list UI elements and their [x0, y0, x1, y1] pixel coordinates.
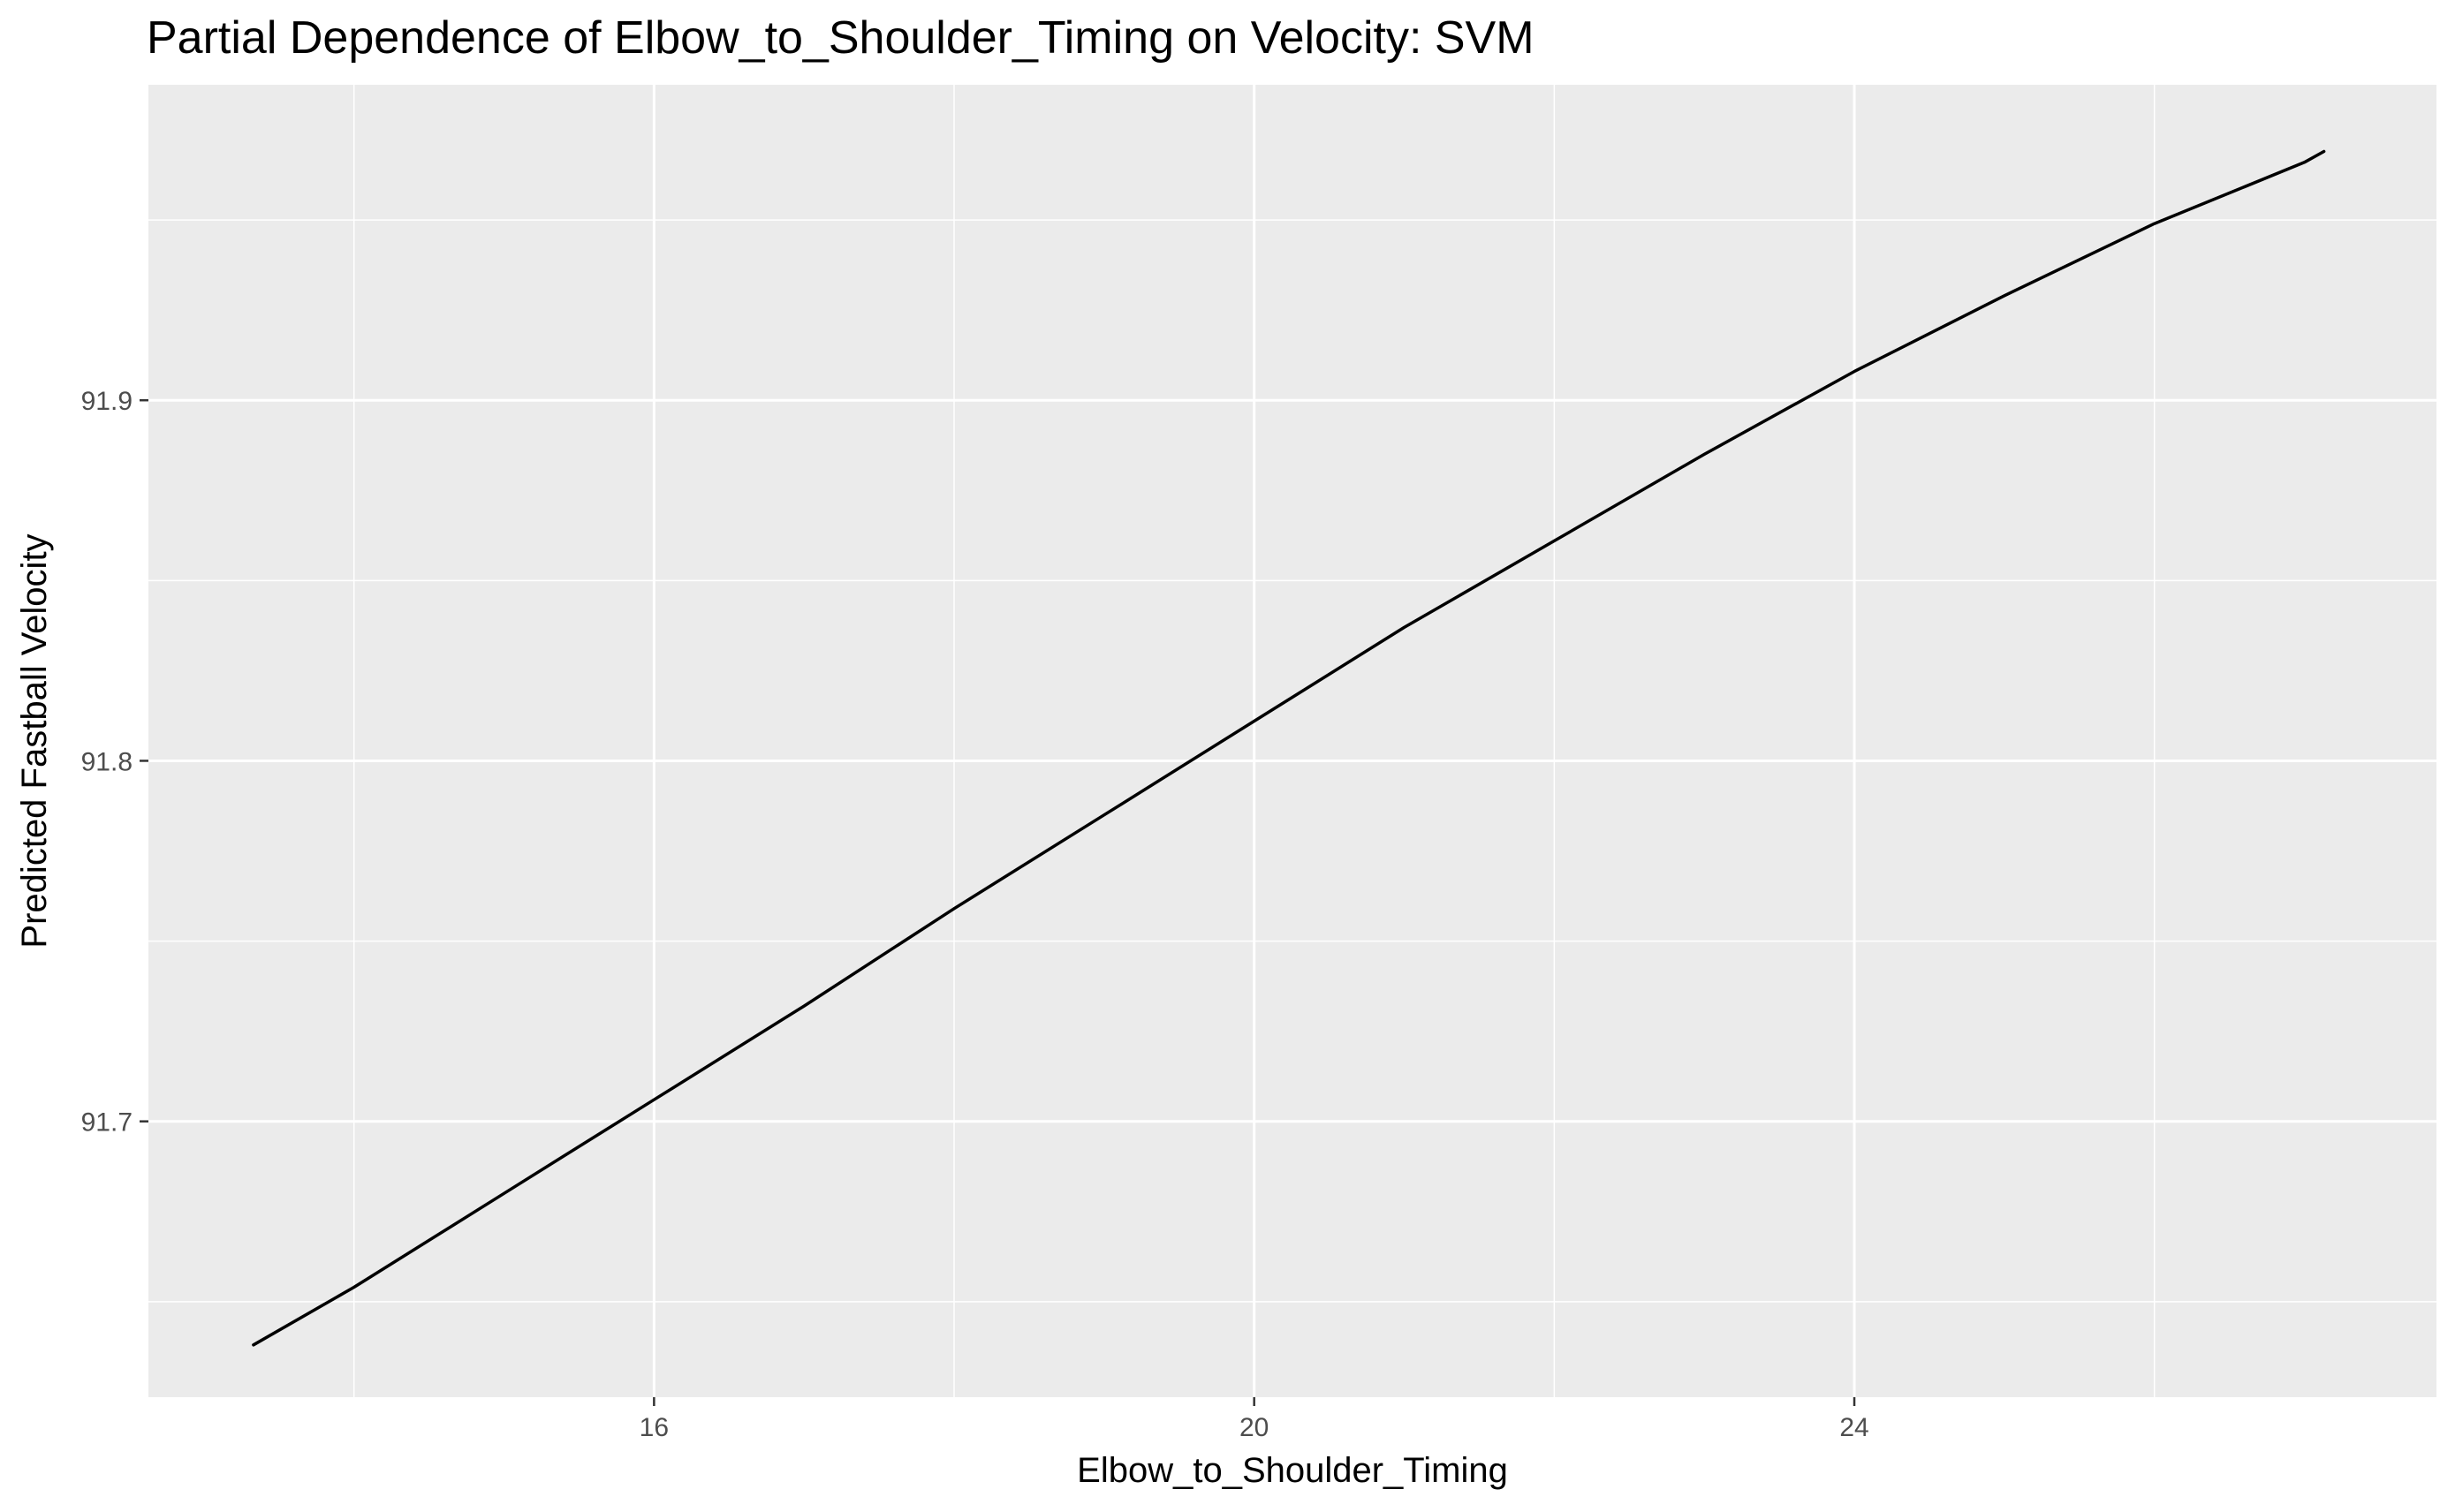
- y-axis-label: Predicted Fastball Velocity: [15, 533, 54, 948]
- y-axis-ticks: 91.7 91.8 91.9: [81, 387, 148, 1138]
- y-tick-label: 91.7: [81, 1108, 133, 1138]
- series-line: [252, 149, 2326, 1347]
- x-tick-label: 24: [1839, 1413, 1868, 1442]
- y-tick-label: 91.9: [81, 387, 133, 416]
- series-layer: [252, 149, 2326, 1347]
- major-gridlines: [148, 85, 2436, 1397]
- chart-title: Partial Dependence of Elbow_to_Shoulder_…: [147, 12, 1534, 64]
- y-tick-label: 91.8: [81, 747, 133, 776]
- minor-gridlines: [148, 85, 2436, 1397]
- x-tick-label: 20: [1239, 1413, 1269, 1442]
- x-axis-label: Elbow_to_Shoulder_Timing: [1077, 1451, 1508, 1490]
- x-axis-ticks: 16 20 24: [640, 1397, 1869, 1442]
- x-tick-label: 16: [640, 1413, 669, 1442]
